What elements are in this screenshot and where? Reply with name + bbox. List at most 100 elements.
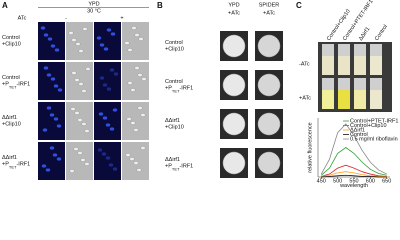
colony (257, 151, 281, 175)
legend-label: Control (350, 132, 368, 138)
row-label-part: +Clip10 (165, 125, 184, 131)
cell (98, 112, 104, 116)
cell (106, 28, 112, 32)
row-label: +Clip10 (2, 122, 21, 128)
row-label-part: +P (165, 164, 172, 170)
row-label-part: +P (2, 162, 9, 168)
cell (42, 128, 48, 132)
row-label: ΔΔirf1 (2, 155, 17, 161)
panel-letter: A (2, 1, 8, 10)
cell (56, 124, 62, 128)
cell (112, 108, 118, 112)
column-label: Control (374, 24, 389, 42)
cell (134, 33, 140, 37)
cell (108, 163, 114, 167)
row-label-part: -IRF1 (16, 162, 30, 168)
cell (78, 82, 84, 86)
cell (85, 67, 91, 71)
row-label-part: -IRF1 (16, 82, 30, 88)
legend-label: 0.5 mg/ml riboflavin (350, 136, 398, 142)
row-label: +PTET-IRF1 (2, 162, 30, 169)
fluorescence-image (94, 102, 121, 140)
cell (125, 153, 131, 157)
cell (77, 151, 83, 155)
cell (130, 121, 136, 125)
figure: A YPD 30 °C ATc - + B C Control+Clip10Co… (2, 0, 398, 189)
cell (74, 78, 80, 82)
legend-label: Control+Clip10 (350, 123, 387, 129)
fluorescence-image (38, 102, 65, 140)
series-line (321, 147, 387, 176)
tube-liquid (354, 90, 366, 109)
cell (81, 122, 87, 126)
cell (54, 48, 60, 52)
brightfield-image (66, 142, 93, 180)
colony (222, 73, 246, 97)
cell (134, 66, 140, 70)
cell (74, 111, 80, 115)
row-label: +PTET-IRF1 (165, 164, 193, 171)
colony (222, 151, 246, 175)
cell (96, 36, 102, 40)
cell (75, 42, 81, 46)
row-label: +Clip10 (165, 125, 184, 131)
row-label: +PTET-IRF1 (2, 82, 30, 89)
cell (127, 81, 133, 85)
cell (57, 88, 63, 92)
column-label: YPD (228, 2, 239, 8)
column-label: +ATc (263, 10, 275, 16)
temperature-label: 30 °C (87, 8, 101, 14)
brightfield-image (66, 22, 93, 60)
tube-liquid (338, 90, 350, 109)
tube-liquid (370, 90, 382, 109)
cell (126, 117, 132, 121)
row-label-part: TET (9, 164, 17, 169)
row-label-part: TET (9, 84, 17, 89)
cell (50, 77, 56, 81)
cell (140, 146, 146, 150)
series-line (321, 171, 387, 177)
cell (138, 37, 144, 41)
colony (222, 34, 246, 58)
row-label-part: +P (2, 82, 9, 88)
series-line (320, 123, 387, 175)
medium-label: YPD (88, 1, 99, 7)
cell (124, 41, 130, 45)
tube-liquid (322, 90, 334, 109)
x-tick-label: 550 (349, 178, 358, 184)
row-label-part: -IRF1 (179, 164, 193, 170)
series-line (321, 164, 387, 177)
cell (41, 164, 47, 168)
cell (43, 33, 49, 37)
cell (131, 26, 137, 30)
panel-letter: C (296, 1, 302, 10)
cell (105, 123, 111, 127)
x-tick-label: 450 (317, 178, 326, 184)
cell (73, 147, 79, 151)
cell (137, 106, 143, 110)
fluorescence-image (94, 62, 121, 100)
axis-line (317, 118, 390, 178)
row-label-part: +P (165, 86, 172, 92)
cell (97, 148, 103, 152)
cell (133, 128, 139, 132)
cell (50, 44, 56, 48)
brightfield-image (122, 102, 149, 140)
column-label: Control+PTET-IRF1 (342, 0, 375, 42)
row-label: ΔΔirf1 (165, 118, 180, 124)
fluorescence-image (94, 142, 121, 180)
cell (84, 129, 90, 133)
y-axis-label: relative fluorescence (307, 122, 313, 172)
cell (133, 161, 139, 165)
colony (257, 112, 281, 136)
cell (136, 168, 142, 172)
x-tick-label: 650 (382, 178, 391, 184)
row-label-part: +Clip10 (2, 42, 21, 48)
cell (53, 117, 59, 121)
cell (109, 68, 115, 72)
row-label-part: +Clip10 (2, 122, 21, 128)
x-tick-label: 500 (333, 178, 342, 184)
tube-liquid (338, 56, 350, 75)
cell (46, 73, 52, 77)
cell (56, 157, 62, 161)
